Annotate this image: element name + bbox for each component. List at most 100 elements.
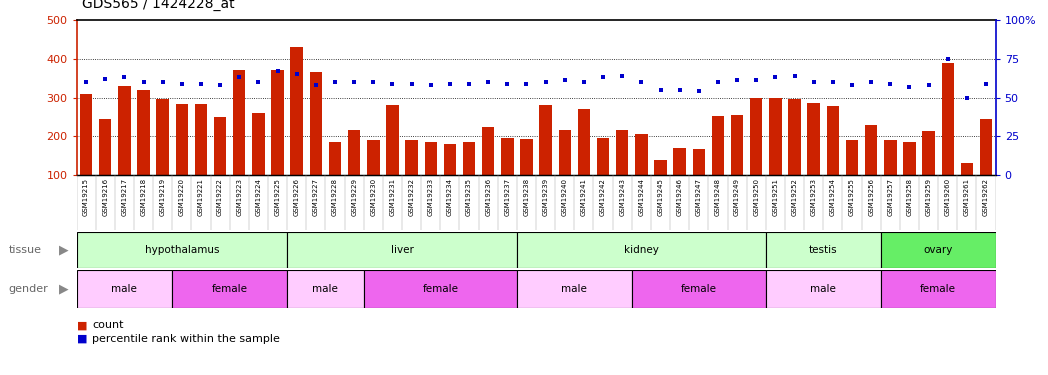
Text: GSM19222: GSM19222 [217, 178, 223, 216]
Point [614, 73, 631, 79]
Bar [387, 105, 398, 214]
Bar [80, 94, 92, 214]
Text: GSM19247: GSM19247 [696, 178, 702, 216]
Bar [118, 86, 131, 214]
Text: GSM19229: GSM19229 [351, 178, 357, 216]
Text: GSM19226: GSM19226 [293, 178, 300, 216]
Point [978, 81, 995, 87]
Bar [463, 142, 475, 214]
Text: GSM19236: GSM19236 [485, 178, 492, 216]
Text: GSM19219: GSM19219 [159, 178, 166, 216]
Text: male: male [111, 284, 137, 294]
Text: GSM19255: GSM19255 [849, 178, 855, 216]
Point [384, 81, 400, 87]
Bar [712, 116, 724, 214]
Point [422, 82, 439, 88]
Point [96, 76, 113, 82]
Bar [501, 138, 514, 214]
Text: gender: gender [8, 284, 48, 294]
Bar [941, 63, 954, 214]
Point [844, 82, 860, 88]
Bar [788, 99, 801, 214]
Point [212, 82, 228, 88]
Text: female: female [422, 284, 458, 294]
Text: GSM19231: GSM19231 [390, 178, 395, 216]
Text: GSM19251: GSM19251 [772, 178, 779, 216]
Bar [253, 113, 265, 214]
Text: tissue: tissue [8, 245, 41, 255]
Bar [364, 270, 517, 308]
Bar [885, 140, 896, 214]
Text: GSM19260: GSM19260 [944, 178, 951, 216]
Text: GSM19220: GSM19220 [179, 178, 184, 216]
Point [786, 73, 803, 79]
Point [346, 79, 363, 85]
Text: female: female [920, 284, 956, 294]
Text: GSM19235: GSM19235 [466, 178, 472, 216]
Point [652, 87, 669, 93]
Text: testis: testis [809, 245, 837, 255]
Point [825, 79, 842, 85]
Text: GSM19225: GSM19225 [275, 178, 281, 216]
Point [920, 82, 937, 88]
Text: GSM19244: GSM19244 [638, 178, 645, 216]
Text: count: count [92, 321, 124, 330]
Point [403, 81, 420, 87]
Bar [597, 138, 609, 214]
Bar [156, 99, 169, 214]
Point [288, 71, 305, 77]
Text: hypothalamus: hypothalamus [145, 245, 219, 255]
Bar [290, 47, 303, 214]
Text: male: male [810, 284, 836, 294]
Text: GSM19248: GSM19248 [715, 178, 721, 216]
Text: GSM19242: GSM19242 [601, 178, 606, 216]
Bar [730, 115, 743, 214]
Point [173, 81, 190, 87]
Bar [766, 232, 880, 268]
Text: GSM19262: GSM19262 [983, 178, 989, 216]
Bar [137, 90, 150, 214]
Text: GSM19250: GSM19250 [754, 178, 759, 216]
Text: GSM19246: GSM19246 [677, 178, 682, 216]
Bar [271, 70, 284, 214]
Text: GSM19223: GSM19223 [236, 178, 242, 216]
Bar [195, 104, 208, 214]
Point [901, 84, 918, 90]
Text: GSM19240: GSM19240 [562, 178, 568, 216]
Bar [903, 142, 916, 214]
Bar [309, 72, 322, 214]
Text: GSM19238: GSM19238 [524, 178, 529, 216]
Point [365, 79, 381, 85]
Text: GDS565 / 1424228_at: GDS565 / 1424228_at [82, 0, 235, 10]
Text: liver: liver [391, 245, 414, 255]
Point [959, 94, 976, 100]
Text: GSM19224: GSM19224 [256, 178, 261, 216]
Bar [880, 270, 996, 308]
Bar [632, 270, 766, 308]
Point [863, 79, 879, 85]
Bar [846, 140, 858, 214]
Bar [329, 142, 342, 214]
Text: percentile rank within the sample: percentile rank within the sample [92, 334, 280, 344]
Text: GSM19253: GSM19253 [811, 178, 816, 216]
Text: GSM19252: GSM19252 [791, 178, 798, 216]
Text: GSM19217: GSM19217 [122, 178, 128, 216]
Text: ▶: ▶ [59, 243, 69, 256]
Point [728, 78, 745, 84]
Bar [520, 140, 532, 214]
Bar [287, 270, 364, 308]
Point [135, 79, 152, 85]
Bar [961, 164, 974, 214]
Bar [99, 119, 111, 214]
Bar [750, 98, 763, 214]
Bar [443, 144, 456, 214]
Point [882, 81, 899, 87]
Text: GSM19215: GSM19215 [83, 178, 89, 216]
Text: GSM19216: GSM19216 [103, 178, 108, 216]
Bar [367, 140, 379, 214]
Point [78, 79, 94, 85]
Text: GSM19256: GSM19256 [868, 178, 874, 216]
Bar [980, 119, 992, 214]
Point [556, 78, 573, 84]
Point [594, 74, 611, 80]
